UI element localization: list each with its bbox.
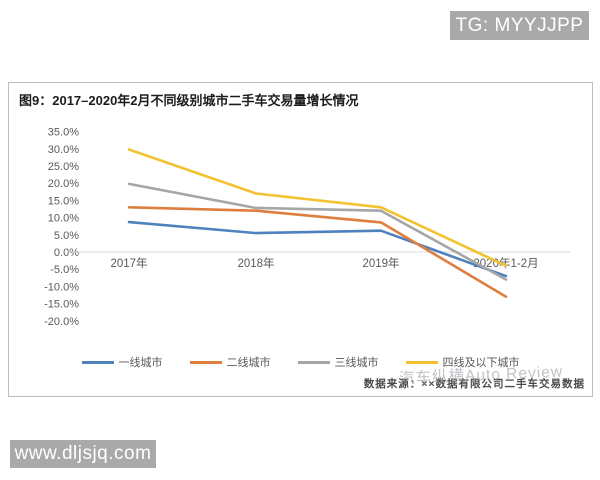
y-axis-tick-label: 35.0% [48, 127, 79, 139]
y-axis-tick-label: 20.0% [48, 178, 79, 190]
x-axis-tick-label: 2018年 [237, 256, 274, 270]
legend-label: 四线及以下城市 [442, 357, 520, 369]
legend-item: 一线城市 [81, 354, 163, 370]
series-line [127, 148, 508, 268]
y-axis-tick-label: -10.0% [44, 281, 79, 293]
data-source-note: 数据来源：××数据有限公司二手车交易数据 [363, 378, 585, 390]
figure-panel: 图9：2017–2020年2月不同级别城市二手车交易量增长情况 35.0% 30.… [8, 82, 593, 397]
legend-label: 一线城市 [118, 357, 163, 369]
chart-legend: 一线城市 二线城市 三线城市 四线及以下城市 [9, 354, 592, 370]
y-axis-tick-label: -15.0% [44, 299, 79, 311]
y-axis-tick-label: 15.0% [48, 195, 79, 207]
site-watermark-badge: www.dljsjq.com [10, 440, 156, 468]
y-axis-tick-label: -20.0% [44, 316, 79, 328]
y-axis-tick-label: -5.0% [50, 264, 79, 276]
legend-label: 二线城市 [226, 357, 271, 369]
telegram-watermark-text: TG: MYYJJPP [455, 14, 584, 36]
legend-line-swatch [405, 360, 438, 364]
series-line [127, 182, 508, 281]
y-axis-tick-label: 5.0% [54, 230, 79, 242]
legend-item: 二线城市 [189, 354, 271, 370]
x-axis-tick-label: 2019年 [362, 256, 399, 270]
telegram-watermark-badge: TG: MYYJJPP [450, 11, 589, 40]
y-axis-tick-label: 25.0% [48, 161, 79, 173]
series-line [127, 220, 508, 278]
site-watermark-text: www.dljsjq.com [14, 443, 152, 464]
line-chart-plot: 35.0% 30.0% 25.0% 20.0% 15.0% 10.0% 5.0% 0.0% -5… [44, 127, 571, 328]
legend-line-swatch [81, 360, 114, 364]
y-axis-tick-label: 10.0% [48, 213, 79, 225]
legend-item: 四线及以下城市 [405, 354, 520, 370]
x-axis-tick-label: 2017年 [110, 256, 147, 270]
legend-line-swatch [297, 360, 330, 364]
y-axis-tick-label: 30.0% [48, 144, 79, 156]
series-line [127, 205, 508, 299]
legend-label: 三线城市 [334, 357, 379, 369]
legend-line-swatch [189, 360, 222, 364]
legend-item: 三线城市 [297, 354, 379, 370]
chart-title: 图9：2017–2020年2月不同级别城市二手车交易量增长情况 [19, 93, 359, 108]
y-axis-tick-label: 0.0% [54, 247, 79, 259]
